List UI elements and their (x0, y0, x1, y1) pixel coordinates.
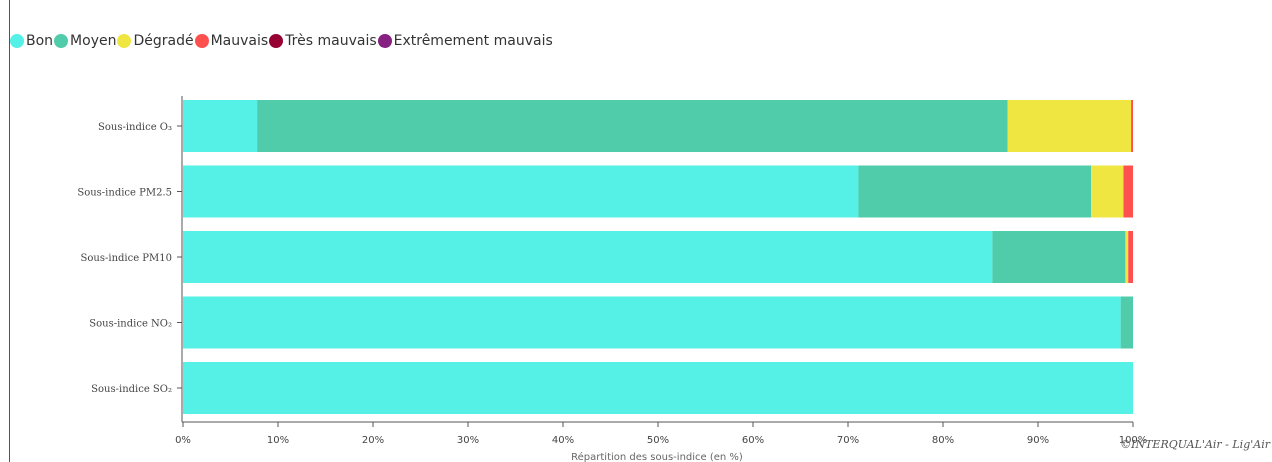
bar-segment[interactable] (1131, 100, 1133, 152)
credit-text: ©INTERQUAL'Air - Lig'Air (1120, 438, 1270, 451)
x-tick-label: 50% (647, 435, 669, 446)
bar-segment[interactable] (1007, 100, 1132, 152)
legend-label: Dégradé (133, 33, 194, 49)
x-axis-label: Répartition des sous-indice (en %) (571, 451, 743, 462)
legend-label: Bon (26, 33, 54, 49)
legend-item[interactable]: Extrêmement mauvais (377, 33, 554, 49)
x-tick-label: 80% (932, 435, 954, 446)
x-tick-label: 30% (457, 435, 479, 446)
legend-item[interactable]: Mauvais (194, 33, 270, 49)
legend-item[interactable]: Moyen (54, 33, 117, 49)
legend-swatch (10, 34, 24, 48)
x-tick-label: 10% (267, 435, 289, 446)
x-tick-label: 60% (742, 435, 764, 446)
legend-swatch (117, 34, 132, 48)
bar-segment[interactable] (183, 100, 258, 152)
y-tick-label: Sous-indice O₃ (98, 122, 172, 133)
bar-segment[interactable] (858, 165, 1092, 218)
legend-swatch (54, 34, 69, 48)
legend-swatch (377, 34, 392, 48)
y-tick-label: Sous-indice PM10 (81, 253, 172, 264)
legend-label: Moyen (70, 33, 117, 49)
legend-item[interactable]: Bon (10, 33, 54, 49)
x-ticks: 0% 10% 20% 30% 40% 50% 60% 70% 80% 90% 100% (175, 422, 1147, 446)
legend-label: Très mauvais (285, 33, 377, 49)
bar-segment[interactable] (1123, 165, 1134, 218)
bar-segment[interactable] (1128, 231, 1133, 283)
legend-item[interactable]: Dégradé (117, 33, 194, 49)
bars-group (183, 100, 1133, 414)
bar-segment[interactable] (183, 296, 1121, 349)
x-tick-label: 90% (1027, 435, 1049, 446)
x-tick-label: 0% (175, 435, 191, 446)
bar-segment[interactable] (183, 362, 1133, 414)
bar-segment[interactable] (183, 231, 993, 283)
legend-item[interactable]: Très mauvais (269, 33, 377, 49)
legend-label: Extrêmement mauvais (393, 33, 553, 49)
y-tick-label: Sous-indice SO₂ (91, 384, 172, 395)
bar-segment[interactable] (1125, 231, 1129, 283)
left-border-line (9, 0, 10, 462)
legend-swatch (194, 34, 209, 48)
x-tick-label: 70% (837, 435, 859, 446)
y-tick-label: Sous-indice NO₂ (89, 319, 172, 330)
y-tick-label: Sous-indice PM2.5 (77, 188, 172, 199)
y-tick-labels: Sous-indice O₃ Sous-indice PM2.5 Sous-indi… (77, 122, 182, 395)
x-tick-label: 40% (552, 435, 574, 446)
x-tick-label: 100% (1119, 435, 1148, 446)
bar-segment[interactable] (1091, 165, 1124, 218)
chart-legend: Bon Moyen Dégradé Mauvais Très mauvais Extrêm… (10, 30, 554, 52)
bar-segment[interactable] (1120, 296, 1133, 349)
bar-segment[interactable] (183, 165, 859, 218)
legend-label: Mauvais (210, 33, 269, 49)
legend-swatch (269, 34, 284, 48)
bar-segment[interactable] (992, 231, 1126, 283)
x-tick-label: 20% (362, 435, 384, 446)
bar-segment[interactable] (257, 100, 1008, 152)
